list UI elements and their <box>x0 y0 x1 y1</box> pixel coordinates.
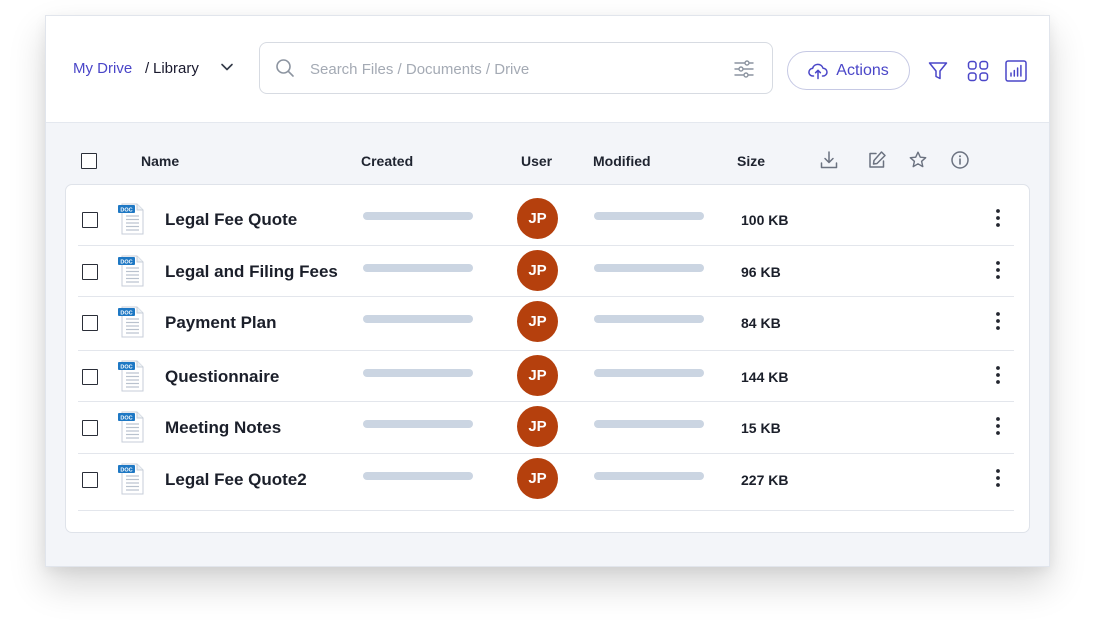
table-row[interactable]: DOC Legal and Filing Fees JP 96 KB <box>78 245 1014 297</box>
chevron-down-icon[interactable] <box>220 60 234 74</box>
column-header-modified[interactable]: Modified <box>593 153 651 169</box>
column-header-user[interactable]: User <box>521 153 553 169</box>
file-name[interactable]: Questionnaire <box>165 367 280 386</box>
doc-badge-label: DOC <box>120 310 132 316</box>
file-browser-card: My Drive / Library <box>45 15 1050 567</box>
doc-badge-label: DOC <box>120 364 132 370</box>
actions-button[interactable]: Actions <box>787 51 910 90</box>
table-row[interactable]: DOC Legal Fee Quote JP 100 KB <box>78 193 1014 246</box>
analytics-icon[interactable] <box>1005 60 1027 82</box>
file-size: 144 KB <box>741 369 789 385</box>
actions-button-label: Actions <box>836 61 889 79</box>
file-size: 15 KB <box>741 420 781 436</box>
filter-icon[interactable] <box>927 60 949 82</box>
file-size: 227 KB <box>741 472 789 488</box>
row-checkbox[interactable] <box>82 264 98 280</box>
doc-badge-label: DOC <box>120 467 132 473</box>
table-row[interactable]: DOC Payment Plan JP 84 KB <box>78 296 1014 351</box>
file-table: DOC Legal Fee Quote JP 100 KB DOC Legal and F… <box>65 184 1030 533</box>
file-size: 96 KB <box>741 264 781 280</box>
file-name[interactable]: Payment Plan <box>165 313 277 332</box>
info-icon[interactable] <box>950 150 970 170</box>
column-header-name[interactable]: Name <box>141 153 180 169</box>
modified-placeholder-bar <box>594 472 704 480</box>
created-placeholder-bar <box>363 420 473 428</box>
doc-file-icon: DOC <box>118 463 144 495</box>
created-placeholder-bar <box>363 369 473 377</box>
select-all-checkbox[interactable] <box>81 153 97 169</box>
grid-view-icon[interactable] <box>967 60 989 82</box>
more-options-icon[interactable] <box>990 258 1006 282</box>
user-avatar: JP <box>517 301 558 342</box>
doc-file-icon: DOC <box>118 255 144 287</box>
table-row[interactable]: DOC Legal Fee Quote2 JP 227 KB <box>78 453 1014 511</box>
file-size: 84 KB <box>741 315 781 331</box>
breadcrumb-separator: / <box>145 60 150 77</box>
doc-file-icon: DOC <box>118 360 144 392</box>
breadcrumb-current: Library <box>153 60 199 77</box>
modified-placeholder-bar <box>594 264 704 272</box>
file-name[interactable]: Legal Fee Quote2 <box>165 470 307 489</box>
column-header-created[interactable]: Created <box>361 153 414 169</box>
doc-badge-label: DOC <box>120 259 132 265</box>
search-icon <box>276 59 294 77</box>
download-icon[interactable] <box>819 150 839 170</box>
doc-badge-label: DOC <box>120 207 132 213</box>
star-icon[interactable] <box>908 150 928 170</box>
file-name[interactable]: Legal Fee Quote <box>165 210 298 229</box>
row-checkbox[interactable] <box>82 369 98 385</box>
search-input[interactable] <box>308 57 712 81</box>
table-row[interactable]: DOC Questionnaire JP 144 KB <box>78 350 1014 402</box>
user-avatar: JP <box>517 250 558 291</box>
row-checkbox[interactable] <box>82 315 98 331</box>
column-header-size[interactable]: Size <box>737 153 766 169</box>
user-avatar: JP <box>517 406 558 447</box>
modified-placeholder-bar <box>594 315 704 323</box>
created-placeholder-bar <box>363 212 473 220</box>
more-options-icon[interactable] <box>990 309 1006 333</box>
created-placeholder-bar <box>363 472 473 480</box>
more-options-icon[interactable] <box>990 363 1006 387</box>
file-name[interactable]: Meeting Notes <box>165 418 282 437</box>
row-checkbox[interactable] <box>82 472 98 488</box>
sliders-icon[interactable] <box>733 58 755 80</box>
file-name[interactable]: Legal and Filing Fees <box>165 262 338 281</box>
modified-placeholder-bar <box>594 212 704 220</box>
search-box <box>259 42 773 94</box>
user-avatar: JP <box>517 458 558 499</box>
row-checkbox[interactable] <box>82 212 98 228</box>
doc-file-icon: DOC <box>118 306 144 338</box>
cloud-sync-icon <box>808 63 829 79</box>
top-bar: My Drive / Library <box>46 16 1049 123</box>
modified-placeholder-bar <box>594 369 704 377</box>
created-placeholder-bar <box>363 264 473 272</box>
table-row[interactable]: DOC Meeting Notes JP 15 KB <box>78 401 1014 454</box>
user-avatar: JP <box>517 355 558 396</box>
edit-icon[interactable] <box>867 150 887 170</box>
row-checkbox[interactable] <box>82 420 98 436</box>
more-options-icon[interactable] <box>990 466 1006 490</box>
doc-file-icon: DOC <box>118 203 144 235</box>
file-size: 100 KB <box>741 212 789 228</box>
doc-badge-label: DOC <box>120 415 132 421</box>
modified-placeholder-bar <box>594 420 704 428</box>
more-options-icon[interactable] <box>990 414 1006 438</box>
created-placeholder-bar <box>363 315 473 323</box>
breadcrumb-root-link[interactable]: My Drive <box>73 60 133 77</box>
user-avatar: JP <box>517 198 558 239</box>
doc-file-icon: DOC <box>118 411 144 443</box>
more-options-icon[interactable] <box>990 206 1006 230</box>
